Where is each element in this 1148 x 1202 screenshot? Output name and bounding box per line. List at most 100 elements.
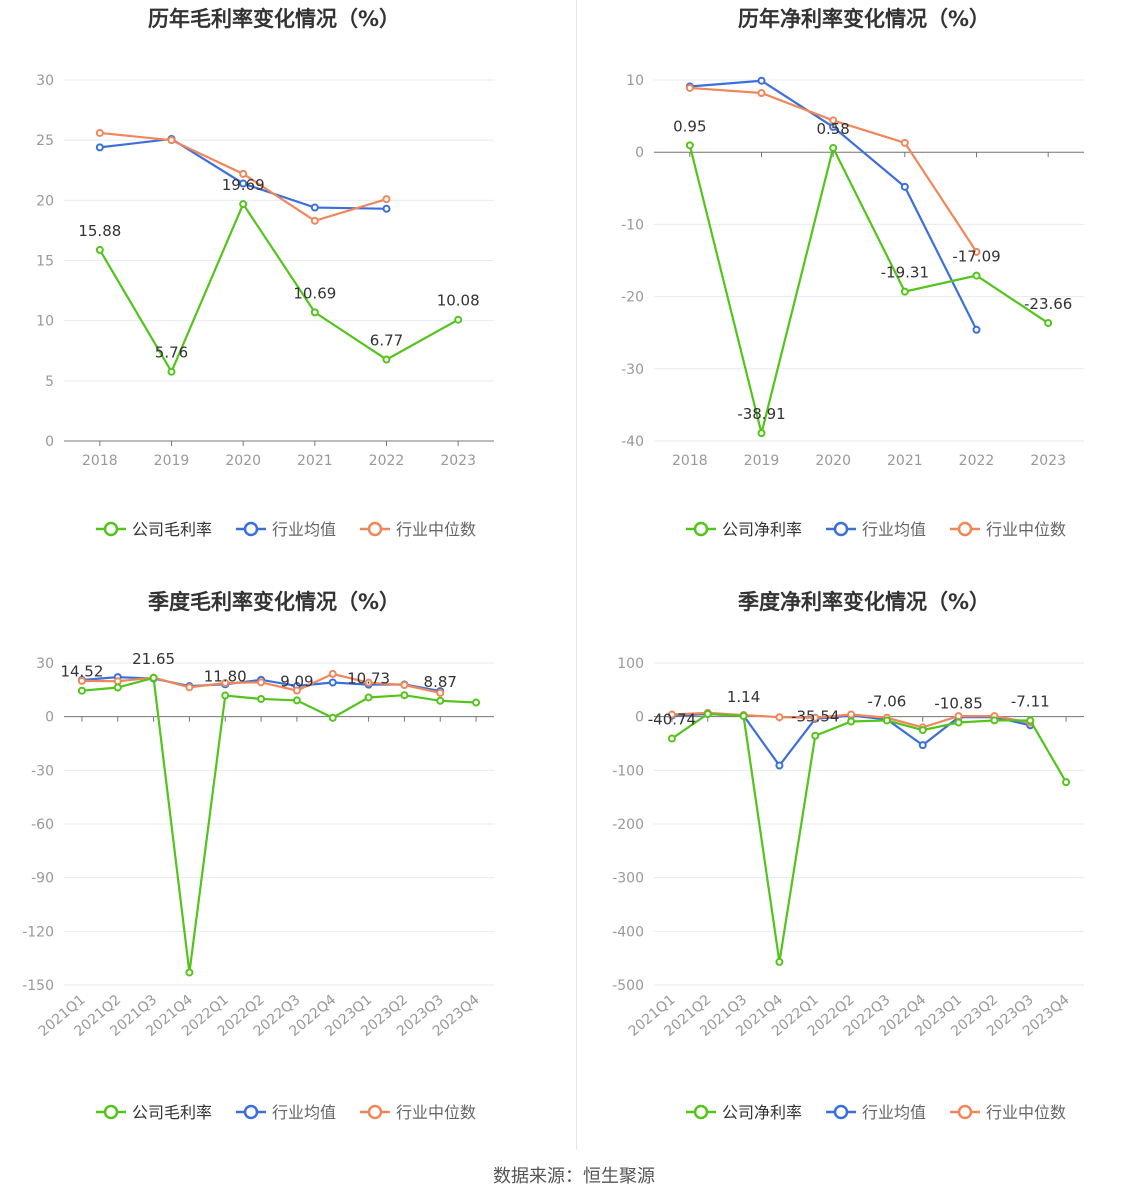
data-point-company — [811, 731, 820, 740]
y-tick-label: -30 — [621, 362, 644, 378]
data-point-median — [436, 688, 445, 697]
y-tick-label: -150 — [22, 978, 54, 994]
legend-label: 行业均值 — [272, 520, 336, 539]
legend-label: 行业均值 — [862, 1103, 926, 1122]
data-point-company — [239, 200, 248, 209]
legend-swatch-marker — [833, 521, 849, 537]
legend-swatch-marker — [367, 1104, 383, 1120]
data-point-company — [472, 698, 481, 707]
y-tick-label: -40 — [621, 434, 644, 450]
data-point-median — [954, 712, 963, 721]
data-point-avg — [972, 325, 981, 334]
data-point-company — [436, 696, 445, 705]
y-tick-label: -10 — [621, 217, 644, 233]
data-point-median — [757, 88, 766, 97]
legend-label: 行业中位数 — [986, 520, 1066, 539]
data-point-median — [185, 683, 194, 692]
y-tick-label: 20 — [36, 193, 54, 209]
data-point-median — [95, 128, 104, 137]
y-tick-label: 15 — [36, 254, 54, 270]
legend-label: 公司毛利率 — [132, 520, 212, 539]
y-tick-label: 0 — [45, 434, 54, 450]
data-point-company — [900, 287, 909, 296]
data-point-company — [829, 144, 838, 153]
chart-panel-annual-net-margin: 历年净利率变化情况（%） -40 -30 -20 -10 0 10 2018 2019 2020 2… — [590, 0, 1148, 580]
legend-swatch-marker — [103, 1104, 119, 1120]
data-point-company — [847, 717, 856, 726]
data-label: 19.69 — [222, 176, 265, 194]
legend-swatch-marker — [243, 1104, 259, 1120]
chart-panel-quarterly-net-margin: 季度净利率变化情况（%） -500 -400 -300 -200 -100 0 100 2021… — [590, 583, 1148, 1163]
y-tick-label: -100 — [612, 763, 644, 779]
data-label: 9.09 — [280, 672, 313, 690]
x-tick-label: 2019 — [154, 453, 190, 469]
data-point-company — [954, 718, 963, 727]
data-point-company — [685, 141, 694, 150]
data-label: 10.69 — [293, 284, 336, 302]
chart-panel-quarterly-gross-margin: 季度毛利率变化情况（%） -150 -120 -90 -60 -30 0 30 2021Q1 20… — [0, 583, 574, 1163]
data-label: 21.65 — [132, 650, 175, 668]
data-point-company — [739, 712, 748, 721]
y-tick-label: 10 — [36, 314, 54, 330]
legend-swatch-marker — [833, 1104, 849, 1120]
data-point-company — [292, 696, 301, 705]
y-tick-label: 30 — [36, 73, 54, 89]
legend-label: 行业中位数 — [396, 520, 476, 539]
data-point-company — [149, 673, 158, 682]
data-point-median — [847, 710, 856, 719]
series-line-company — [671, 712, 1068, 963]
y-tick-label: -400 — [612, 924, 644, 940]
legend-swatch-marker — [957, 521, 973, 537]
data-point-avg — [310, 203, 319, 212]
panel-divider — [576, 0, 577, 1150]
legend-label: 行业均值 — [272, 1103, 336, 1122]
x-tick-label: 2022 — [959, 453, 995, 469]
data-label: 8.87 — [424, 673, 457, 691]
y-tick-label: 10 — [626, 73, 644, 89]
legend-label: 行业中位数 — [396, 1103, 476, 1122]
y-tick-label: -20 — [621, 290, 644, 306]
data-point-company — [257, 694, 266, 703]
x-tick-label: 2021 — [297, 453, 333, 469]
data-point-median — [310, 216, 319, 225]
data-point-company — [918, 726, 927, 735]
y-tick-label: -200 — [612, 817, 644, 833]
y-tick-label: -90 — [31, 871, 54, 887]
y-tick-label: 30 — [36, 656, 54, 672]
series-line-company — [81, 676, 477, 973]
data-point-company — [775, 957, 784, 966]
chart-svg: 季度毛利率变化情况（%）-150-120-90-60-300302021Q120… — [22, 590, 494, 1122]
x-tick-label: 2023 — [440, 453, 476, 469]
data-point-median — [400, 681, 409, 690]
data-point-company — [95, 245, 104, 254]
data-point-avg — [918, 741, 927, 750]
data-point-company — [113, 683, 122, 692]
data-point-median — [667, 710, 676, 719]
legend-swatch-marker — [693, 521, 709, 537]
data-point-median — [257, 678, 266, 687]
data-point-company — [703, 709, 712, 718]
data-label: -38.91 — [737, 405, 785, 423]
data-point-company — [328, 713, 337, 722]
data-point-company — [882, 716, 891, 725]
y-tick-label: -120 — [22, 924, 54, 940]
data-point-median — [77, 676, 86, 685]
y-tick-label: 0 — [45, 710, 54, 726]
legend-label: 公司净利率 — [722, 520, 802, 539]
data-label: -7.11 — [1011, 692, 1050, 710]
chart-title: 季度净利率变化情况（%） — [738, 590, 990, 614]
data-label: 0.58 — [816, 120, 849, 138]
data-point-median — [364, 678, 373, 687]
data-point-company — [454, 315, 463, 324]
series-line-company — [688, 144, 1049, 434]
y-tick-label: -30 — [31, 763, 54, 779]
legend-swatch-marker — [103, 521, 119, 537]
data-label: 10.08 — [437, 292, 480, 310]
data-point-avg — [239, 179, 248, 188]
series-line-company — [98, 201, 459, 375]
x-tick-label: 2018 — [672, 453, 708, 469]
data-point-company — [77, 686, 86, 695]
data-point-company — [400, 691, 409, 700]
data-point-company — [667, 734, 676, 743]
data-point-company — [310, 308, 319, 317]
